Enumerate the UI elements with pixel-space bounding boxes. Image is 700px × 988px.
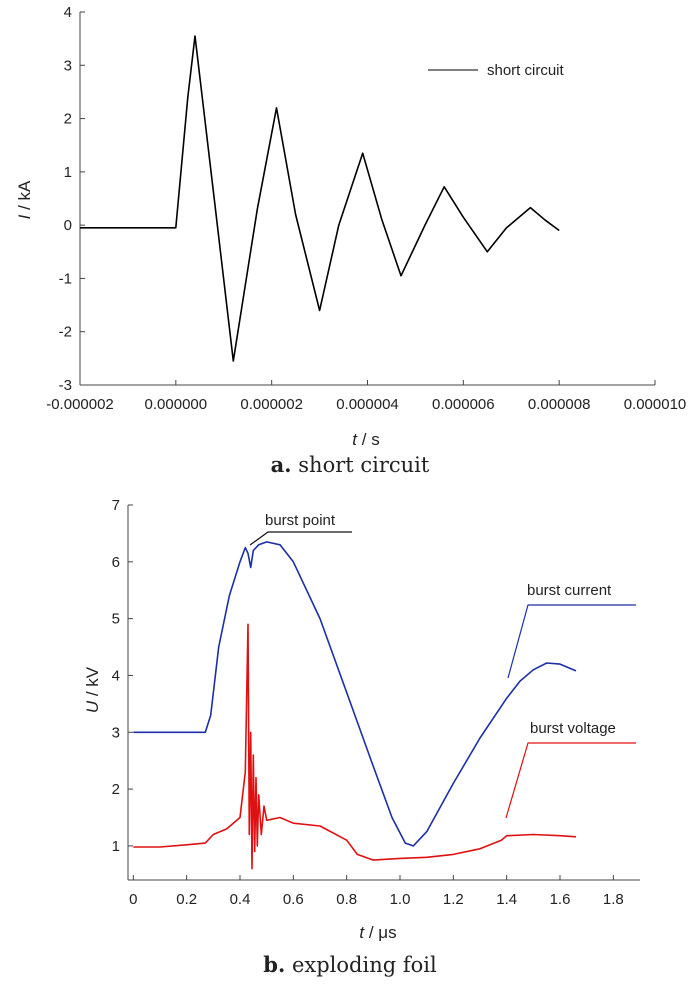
y-tick-label: 7 [112,497,120,514]
annotation-leader-burst-current [507,604,636,679]
y-tick-label: 2 [64,111,72,128]
y-tick-label: 1 [64,164,72,181]
y-tick-label: 2 [112,781,120,798]
y-tick-label: 4 [112,667,120,684]
x-tick-label: 1.8 [603,891,624,908]
x-tick-label: 1.2 [443,891,464,908]
annotation-burst-voltage: burst voltage [530,720,616,737]
series-line-burst-current [133,541,577,847]
y-tick-label: 6 [112,554,120,571]
y-tick-label: 4 [64,4,72,21]
x-tick-label: 0.000000 [145,396,208,413]
chart-b-caption: b. exploding foil [263,952,437,977]
x-tick-label: 0.4 [230,891,251,908]
annotation-burst-point: burst point [265,512,336,529]
x-tick-label: 0.000008 [528,396,591,413]
x-tick-label: 0.000004 [336,396,399,413]
chart-a-y-axis-title: I / kA [15,180,34,219]
y-tick-label: -3 [59,377,72,394]
y-tick-label: 1 [112,838,120,855]
chart-b-y-axis-title: U / kV [83,666,102,713]
y-tick-label: 5 [112,611,120,628]
x-tick-label: 0.2 [176,891,197,908]
x-tick-label: 0.000010 [624,396,687,413]
annotation-leader-burst-point [249,531,352,546]
x-tick-label: 0.8 [336,891,357,908]
annotation-leader-burst-voltage [505,742,636,819]
x-tick-label: 0.000002 [240,396,303,413]
annotation-burst-current: burst current [527,582,612,599]
y-tick-label: -2 [59,324,72,341]
series-line-short-circuit [80,35,560,362]
x-tick-label: 0.000006 [432,396,495,413]
legend-label-short-circuit: short circuit [487,62,565,79]
x-tick-label: 1.4 [496,891,517,908]
x-tick-label: 1.6 [550,891,571,908]
chart-a-x-axis-title: t / s [352,430,379,449]
x-tick-label: 0 [129,891,137,908]
y-tick-label: 3 [64,57,72,74]
y-tick-label: 0 [64,217,72,234]
chart-b-x-axis-title: t / μs [359,923,396,942]
x-tick-label: 0.6 [283,891,304,908]
chart-short-circuit: -3 -2 -1 0 1 2 3 4 -0.000002 0.000000 0.000002 0.0… [15,4,686,477]
chart-exploding-foil: 1 2 3 4 5 6 7 0 0.2 0.4 0.6 0.8 1.0 1.2 1.4 1.6 1.8 U /… [83,497,640,977]
x-tick-label: 1.0 [390,891,411,908]
x-tick-label: -0.000002 [46,396,114,413]
y-tick-label: 3 [112,724,120,741]
chart-a-caption: a. short circuit [271,452,430,477]
y-tick-label: -1 [59,270,72,287]
series-line-burst-voltage [133,623,577,870]
